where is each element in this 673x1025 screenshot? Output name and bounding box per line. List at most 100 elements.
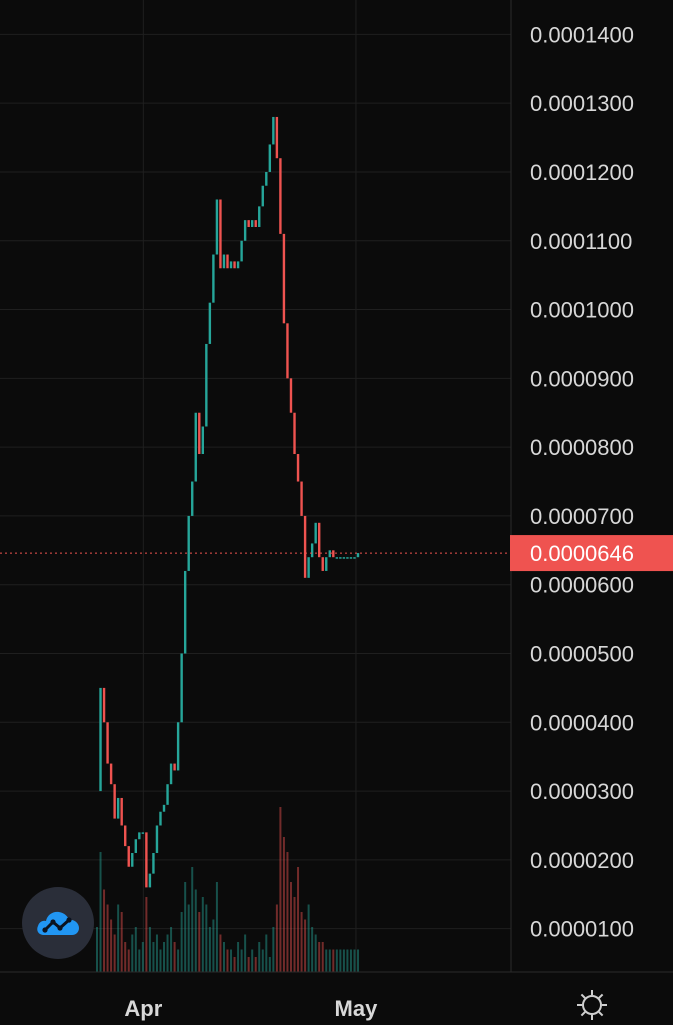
volume-bar: [261, 949, 264, 972]
current-price-tag: 0.0000646: [510, 535, 673, 572]
y-tick-label: 0.0001300: [530, 91, 634, 116]
candle[interactable]: [289, 378, 293, 413]
candle[interactable]: [106, 722, 109, 764]
candle[interactable]: [116, 797, 120, 819]
candle[interactable]: [325, 557, 328, 571]
y-tick-label: 0.0001100: [530, 229, 632, 254]
candle[interactable]: [102, 687, 106, 723]
candle[interactable]: [198, 412, 201, 455]
volume-bar: [289, 882, 292, 972]
candle[interactable]: [219, 199, 222, 269]
candle[interactable]: [243, 220, 247, 241]
candle[interactable]: [201, 426, 205, 455]
y-tick-label: 0.0000900: [530, 366, 634, 391]
candle[interactable]: [212, 254, 215, 303]
candle[interactable]: [279, 158, 282, 234]
candle[interactable]: [293, 412, 296, 455]
candle[interactable]: [166, 784, 169, 805]
volume-bar: [240, 949, 243, 972]
candle[interactable]: [258, 206, 261, 228]
candle[interactable]: [332, 550, 335, 558]
volume-bar: [325, 949, 328, 972]
candle[interactable]: [131, 852, 134, 867]
candle[interactable]: [233, 261, 236, 269]
candle[interactable]: [162, 804, 166, 812]
candle[interactable]: [134, 839, 137, 853]
candle[interactable]: [236, 261, 240, 269]
candle[interactable]: [339, 557, 342, 559]
candle[interactable]: [342, 557, 346, 559]
candle[interactable]: [208, 302, 212, 344]
candle[interactable]: [346, 557, 349, 559]
candle[interactable]: [314, 522, 317, 544]
volume-bar: [286, 852, 289, 972]
candle[interactable]: [349, 557, 353, 559]
candle[interactable]: [169, 763, 173, 785]
volume-bar: [222, 942, 225, 972]
candle[interactable]: [176, 722, 180, 771]
candle[interactable]: [272, 116, 275, 145]
candle[interactable]: [310, 543, 314, 558]
volume-bar: [152, 942, 155, 972]
candle[interactable]: [240, 240, 243, 262]
candle[interactable]: [328, 550, 331, 558]
candle[interactable]: [152, 852, 155, 874]
candlestick-series[interactable]: [99, 116, 360, 888]
candle[interactable]: [247, 220, 250, 228]
candle[interactable]: [124, 825, 127, 847]
candle[interactable]: [303, 515, 307, 578]
candle[interactable]: [275, 116, 279, 159]
candle[interactable]: [120, 797, 123, 826]
volume-bar: [332, 949, 335, 972]
candle[interactable]: [180, 653, 183, 723]
price-axis[interactable]: 0.0000100 0.0000200 0.0000300 0.0000400 0.00…: [530, 22, 634, 941]
candle[interactable]: [318, 522, 321, 558]
candle[interactable]: [254, 220, 257, 228]
candle[interactable]: [205, 343, 208, 427]
candle[interactable]: [145, 832, 148, 888]
volume-bar: [297, 867, 300, 972]
candle[interactable]: [307, 557, 310, 578]
volume-bar: [335, 949, 338, 972]
volume-bar: [166, 934, 169, 972]
candle[interactable]: [109, 763, 113, 785]
chart-grid: [0, 0, 511, 972]
candle[interactable]: [335, 557, 339, 559]
candle[interactable]: [222, 254, 226, 269]
candle[interactable]: [187, 515, 190, 571]
candle[interactable]: [268, 144, 272, 172]
candle[interactable]: [300, 481, 303, 516]
candle[interactable]: [261, 185, 264, 207]
candle[interactable]: [356, 553, 360, 558]
candle[interactable]: [229, 261, 233, 269]
candle[interactable]: [286, 323, 289, 379]
candle[interactable]: [265, 171, 268, 186]
candle[interactable]: [353, 557, 356, 559]
candle[interactable]: [250, 220, 254, 228]
candle[interactable]: [215, 199, 219, 255]
candle[interactable]: [183, 570, 187, 654]
volume-bar: [163, 942, 166, 972]
volume-bar: [212, 919, 215, 972]
candle[interactable]: [155, 825, 159, 853]
candle[interactable]: [173, 763, 176, 771]
candle[interactable]: [127, 846, 130, 867]
candle[interactable]: [321, 557, 324, 571]
candle[interactable]: [282, 233, 286, 324]
candle[interactable]: [113, 784, 116, 819]
volume-bar: [120, 912, 123, 972]
candle[interactable]: [99, 687, 102, 792]
candle[interactable]: [138, 832, 141, 840]
volume-bar: [339, 949, 342, 972]
candle[interactable]: [226, 254, 229, 269]
candle[interactable]: [191, 481, 194, 516]
candle[interactable]: [159, 811, 162, 826]
chart-settings-button[interactable]: [572, 985, 612, 1025]
candle[interactable]: [148, 873, 152, 888]
candle[interactable]: [296, 454, 300, 482]
time-axis[interactable]: Apr May: [124, 996, 378, 1021]
tradingview-logo-button[interactable]: [22, 887, 94, 959]
candle[interactable]: [194, 412, 197, 482]
candle[interactable]: [141, 832, 145, 834]
